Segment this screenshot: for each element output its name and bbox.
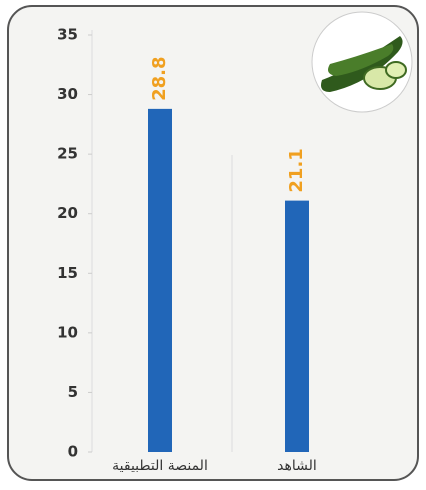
value-label: 21.1: [286, 148, 307, 192]
y-tick-label: 30: [57, 85, 78, 103]
y-tick-label: 5: [68, 383, 78, 401]
bar: [285, 200, 309, 452]
x-tick-label: الشاهد: [277, 458, 317, 474]
y-tick-label: 10: [57, 323, 78, 341]
zucchini-icon: [311, 11, 413, 113]
x-tick-label: المنصة التطبيقية: [112, 458, 208, 474]
y-tick-label: 25: [57, 145, 78, 163]
y-tick-label: 15: [57, 264, 78, 282]
y-tick-label: 0: [68, 443, 78, 461]
bar: [148, 108, 172, 453]
value-label: 28.8: [149, 56, 170, 100]
y-tick-label: 35: [57, 26, 78, 44]
y-tick-label: 20: [57, 204, 78, 222]
panel: [7, 5, 419, 481]
